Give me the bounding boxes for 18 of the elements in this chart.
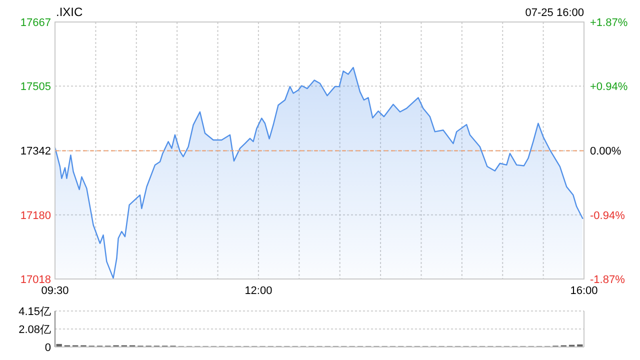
y-tick-label: 17180 bbox=[20, 210, 51, 222]
y2-tick-label: -0.94% bbox=[590, 210, 626, 222]
y-tick-label: 17505 bbox=[20, 81, 51, 94]
x-tick-label: 09:30 bbox=[41, 285, 69, 297]
y-tick-label: 2.08亿 bbox=[18, 324, 51, 336]
y-tick-label: 0 bbox=[44, 342, 51, 354]
y2-tick-label: 0.00% bbox=[590, 146, 622, 158]
y-tick-label: 17018 bbox=[20, 274, 51, 286]
y2-tick-label: +1.87% bbox=[590, 17, 628, 29]
y2-tick-label: -1.87% bbox=[590, 274, 626, 286]
y-tick-label: 17667 bbox=[20, 17, 51, 29]
y-tick-label: 4.15亿 bbox=[18, 306, 51, 318]
chart-title: .IXIC bbox=[56, 5, 84, 19]
x-tick-label: 12:00 bbox=[244, 285, 272, 297]
y-tick-label: 17342 bbox=[20, 146, 51, 158]
y2-tick-label: +0.94% bbox=[590, 80, 628, 93]
x-tick-label: 16:00 bbox=[570, 285, 598, 297]
text: 07-25 16:00 bbox=[525, 7, 584, 19]
